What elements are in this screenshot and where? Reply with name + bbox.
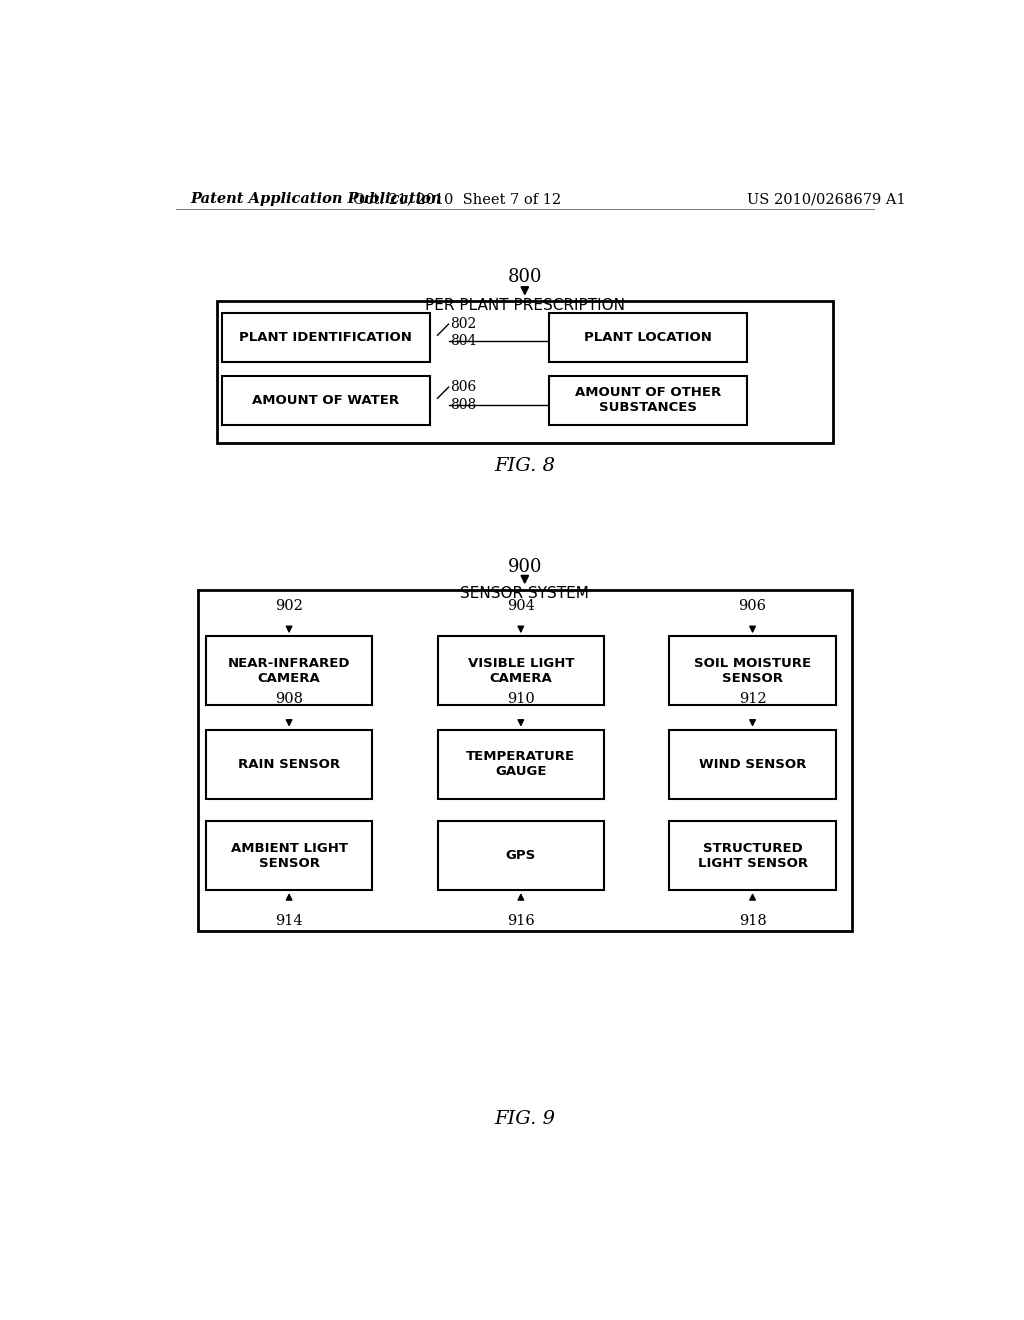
Text: 906: 906 [738,598,767,612]
Text: PLANT LOCATION: PLANT LOCATION [584,331,712,343]
Bar [206,730,373,799]
Bar [198,590,852,931]
Bar [437,821,604,890]
Text: 912: 912 [738,692,766,706]
Bar [670,636,836,705]
Text: 806: 806 [451,380,476,395]
Text: Patent Application Publication: Patent Application Publication [189,191,441,206]
Text: VISIBLE LIGHT
CAMERA: VISIBLE LIGHT CAMERA [468,656,574,685]
Text: PER PLANT PRESCRIPTION: PER PLANT PRESCRIPTION [425,298,625,313]
Text: NEAR-INFRARED
CAMERA: NEAR-INFRARED CAMERA [228,656,350,685]
Text: RAIN SENSOR: RAIN SENSOR [238,758,340,771]
Bar [670,821,836,890]
Text: 910: 910 [507,692,535,706]
Text: Oct. 21, 2010  Sheet 7 of 12: Oct. 21, 2010 Sheet 7 of 12 [353,191,561,206]
Text: AMOUNT OF WATER: AMOUNT OF WATER [252,393,399,407]
Text: GPS: GPS [506,849,536,862]
Bar [221,313,430,362]
Text: 918: 918 [738,913,766,928]
Bar [206,821,373,890]
Text: WIND SENSOR: WIND SENSOR [698,758,806,771]
Text: AMOUNT OF OTHER
SUBSTANCES: AMOUNT OF OTHER SUBSTANCES [574,387,721,414]
Text: 914: 914 [275,913,303,928]
Text: 802: 802 [451,317,476,331]
Text: FIG. 9: FIG. 9 [495,1110,555,1127]
Bar [437,730,604,799]
Bar [221,376,430,425]
Text: SOIL MOISTURE
SENSOR: SOIL MOISTURE SENSOR [694,656,811,685]
Bar [549,313,748,362]
Text: 804: 804 [451,334,476,348]
Text: 900: 900 [508,558,542,576]
Text: SENSOR SYSTEM: SENSOR SYSTEM [461,586,589,601]
Text: PLANT IDENTIFICATION: PLANT IDENTIFICATION [240,331,412,343]
Text: 902: 902 [275,598,303,612]
Text: US 2010/0268679 A1: US 2010/0268679 A1 [748,191,905,206]
Bar [206,636,373,705]
Text: 916: 916 [507,913,535,928]
Text: 808: 808 [451,399,476,412]
Text: 908: 908 [275,692,303,706]
Text: TEMPERATURE
GAUGE: TEMPERATURE GAUGE [466,750,575,779]
Text: 800: 800 [508,268,542,286]
Bar [670,730,836,799]
Bar [217,301,833,444]
Bar [549,376,748,425]
Text: 904: 904 [507,598,535,612]
Bar [437,636,604,705]
Text: FIG. 8: FIG. 8 [495,457,555,475]
Text: AMBIENT LIGHT
SENSOR: AMBIENT LIGHT SENSOR [230,842,347,870]
Text: STRUCTURED
LIGHT SENSOR: STRUCTURED LIGHT SENSOR [697,842,808,870]
